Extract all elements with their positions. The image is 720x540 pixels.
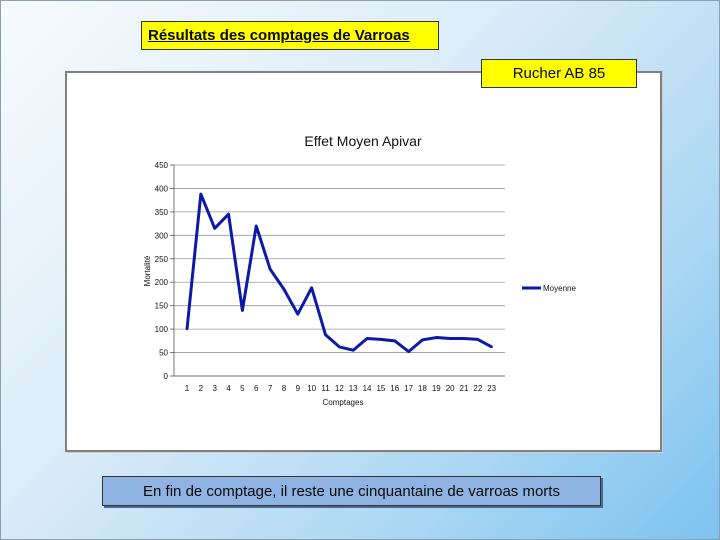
data-point (352, 349, 355, 352)
x-tick-label: 12 (335, 384, 344, 393)
y-tick-label: 250 (155, 255, 169, 264)
x-tick-label: 23 (487, 384, 496, 393)
data-point (255, 224, 258, 228)
data-point (213, 227, 216, 230)
y-tick-label: 350 (155, 208, 169, 217)
x-tick-label: 22 (473, 384, 482, 393)
line-chart: Effet Moyen Apivar 0 50 100 150 200 250 300 350… (143, 133, 576, 407)
x-tick-label: 7 (268, 384, 273, 393)
x-tick-label: 1 (185, 384, 190, 393)
data-point (227, 213, 230, 216)
grid-layer (174, 164, 505, 377)
data-point (296, 312, 299, 316)
y-tick-label: 50 (159, 349, 168, 358)
y-tick-label: 150 (155, 302, 169, 311)
data-point (379, 338, 383, 341)
x-tick-label: 21 (460, 384, 469, 393)
data-point (241, 309, 244, 312)
x-tick-label: 2 (199, 384, 204, 393)
data-point (310, 286, 313, 290)
chart-title: Effet Moyen Apivar (304, 133, 422, 149)
y-tick-label: 0 (164, 372, 169, 381)
y-tick-label: 300 (155, 231, 169, 240)
data-point (476, 338, 480, 341)
x-tick-label: 9 (296, 384, 301, 393)
data-point (421, 338, 424, 342)
series-layer (185, 192, 493, 354)
data-point (462, 337, 466, 340)
x-tick-label: 19 (432, 384, 441, 393)
x-tick-label: 8 (282, 384, 287, 393)
conclusion-banner: En fin de comptage, il reste une cinquan… (102, 476, 601, 506)
data-point (324, 333, 327, 336)
x-tick-label: 13 (349, 384, 358, 393)
x-tick-label: 11 (321, 384, 330, 393)
data-point (185, 327, 189, 331)
y-tick-label: 100 (155, 325, 169, 334)
y-tick-label: 400 (155, 184, 169, 193)
y-tick-label: 450 (155, 161, 169, 170)
x-tick-label: 16 (390, 384, 399, 393)
y-tick-label: 200 (155, 278, 169, 287)
legend-label: Moyenne (543, 284, 576, 293)
data-point (282, 288, 286, 291)
chart-panel: Effet Moyen Apivar 0 50 100 150 200 250 300 350… (65, 71, 662, 452)
y-axis-label: Mortalité (143, 255, 152, 286)
data-point (393, 339, 396, 343)
series-line-moyenne (185, 192, 493, 354)
x-tick-label: 5 (240, 384, 245, 393)
x-tick-label: 14 (363, 384, 372, 393)
data-point (338, 345, 341, 349)
data-point (268, 267, 272, 271)
data-point (490, 345, 493, 349)
data-point (365, 337, 369, 340)
x-axis-label: Comptages (323, 398, 364, 407)
data-point (199, 192, 203, 196)
x-tick-label: 15 (376, 384, 385, 393)
x-tick-label: 20 (446, 384, 455, 393)
rucher-label: Rucher AB 85 (481, 59, 637, 88)
x-tick-label: 18 (418, 384, 427, 393)
data-point (435, 336, 438, 339)
x-tick-label: 6 (254, 384, 259, 393)
legend: Moyenne (522, 284, 576, 293)
x-tick-label: 4 (226, 384, 231, 393)
data-point (448, 337, 452, 340)
slide-title: Résultats des comptages de Varroas (141, 21, 439, 50)
x-tick-label: 17 (404, 384, 413, 393)
x-tick-label: 3 (212, 384, 217, 393)
x-tick-label: 10 (307, 384, 316, 393)
data-point (407, 350, 410, 353)
